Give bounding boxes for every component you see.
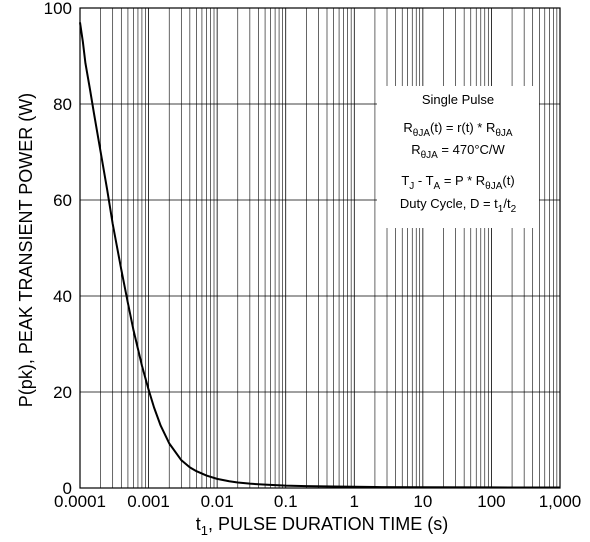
x-tick-label: 0.001 (127, 492, 170, 511)
plot-frame (79, 7, 561, 489)
y-tick-label: 40 (53, 287, 72, 306)
tick-labels: 0.0001 0.001 0.01 0.1 1 10 100 1,000 0 20 40 60 80 10… (44, 0, 582, 511)
x-axis-label: t1, PULSE DURATION TIME (s) (196, 514, 449, 538)
y-tick-label: 0 (63, 479, 72, 498)
x-tick-label: 0.01 (201, 492, 234, 511)
annotation-box (377, 86, 539, 228)
x-tick-label: 0.1 (274, 492, 298, 511)
x-tick-label: 100 (477, 492, 505, 511)
x-tick-label: 0.0001 (54, 492, 106, 511)
x-tick-label: 1 (350, 492, 359, 511)
annotation-line-1: RθJA(t) = r(t) * RθJA (403, 120, 513, 139)
y-tick-label: 60 (53, 191, 72, 210)
grid (79, 7, 561, 489)
y-tick-label: 80 (53, 95, 72, 114)
y-axis-label: P(pk), PEAK TRANSIENT POWER (W) (16, 93, 36, 407)
x-tick-label: 10 (413, 492, 432, 511)
series-line (79, 22, 561, 489)
annotation-line-2: RθJA = 470°C/W (411, 142, 505, 161)
annotation-line-4: Duty Cycle, D = t1/t2 (400, 196, 517, 215)
series (79, 22, 561, 489)
y-tick-label: 100 (44, 0, 72, 18)
annotation-line-3: TJ - TA = P * RθJA(t) (401, 173, 514, 192)
x-tick-label: 1,000 (539, 492, 582, 511)
y-tick-label: 20 (53, 383, 72, 402)
annotation-title: Single Pulse (422, 92, 494, 107)
